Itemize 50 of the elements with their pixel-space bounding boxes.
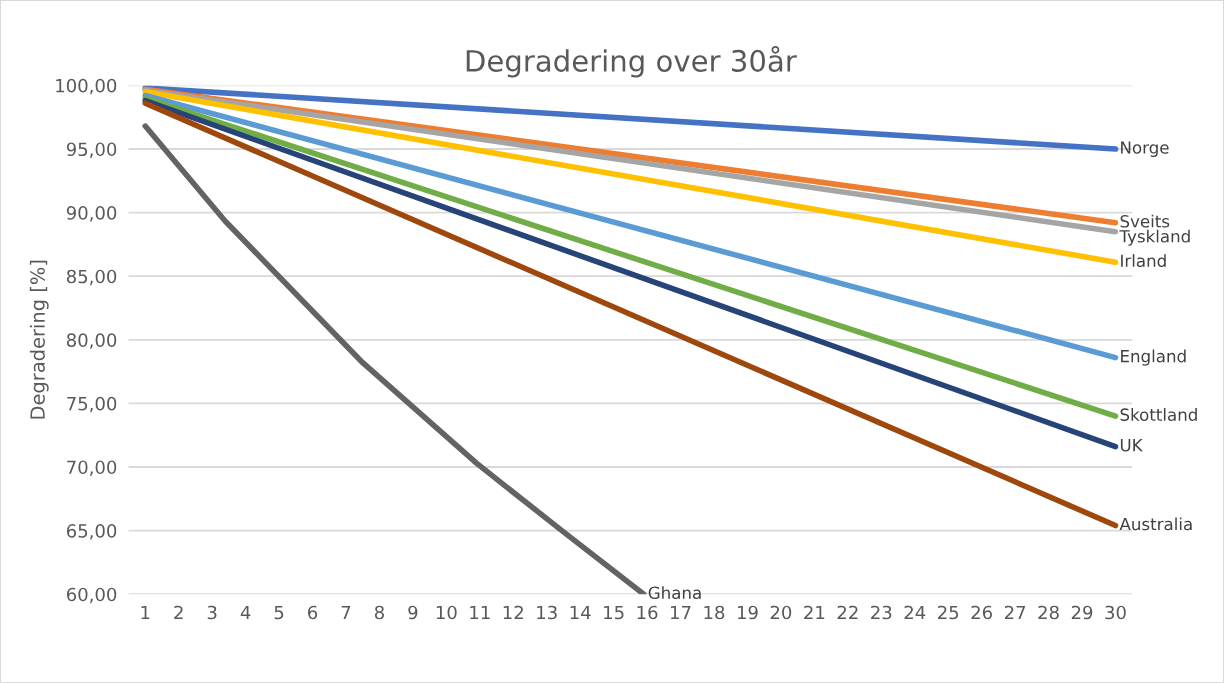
x-tick-label: 15 bbox=[604, 605, 624, 620]
x-tick-label: 19 bbox=[737, 605, 758, 620]
x-tick-label: 17 bbox=[671, 605, 691, 620]
x-tick-label: 5 bbox=[274, 605, 284, 620]
series-label: Tyskland bbox=[1119, 229, 1190, 246]
x-tick-label: 1 bbox=[141, 605, 150, 620]
x-tick-label: 21 bbox=[804, 605, 825, 620]
x-tick-label: 16 bbox=[637, 605, 658, 620]
x-tick-label: 8 bbox=[374, 605, 384, 620]
series-label: Skottland bbox=[1120, 408, 1197, 421]
x-tick-label: 10 bbox=[436, 605, 457, 620]
x-tick-label: 27 bbox=[1004, 605, 1026, 620]
y-tick-label: 85,00 bbox=[66, 269, 117, 286]
series-label: Sveits bbox=[1120, 214, 1170, 228]
y-axis-title: Degradering [%] bbox=[29, 260, 49, 419]
y-tick-label: 95,00 bbox=[66, 142, 117, 158]
y-tick-label: 75,00 bbox=[67, 396, 117, 413]
y-tick-label: 80,00 bbox=[66, 333, 117, 349]
x-tick-label: 13 bbox=[537, 605, 557, 620]
x-tick-label: 30 bbox=[1105, 605, 1126, 620]
x-tick-label: 3 bbox=[207, 605, 217, 620]
x-tick-label: 4 bbox=[240, 605, 251, 620]
x-tick-label: 7 bbox=[341, 605, 351, 620]
x-tick-label: 22 bbox=[837, 605, 858, 620]
x-tick-label: 6 bbox=[308, 605, 318, 620]
x-tick-label: 26 bbox=[971, 605, 992, 620]
series-label: Irland bbox=[1121, 254, 1166, 268]
x-tick-label: 14 bbox=[570, 605, 591, 620]
series-label: Ghana bbox=[648, 586, 701, 600]
y-tick-label: 60,00 bbox=[66, 587, 117, 604]
x-tick-label: 25 bbox=[938, 605, 959, 620]
x-tick-label: 18 bbox=[704, 605, 725, 620]
x-tick-label: 2 bbox=[174, 605, 183, 620]
x-tick-label: 28 bbox=[1038, 605, 1059, 620]
x-tick-label: 20 bbox=[770, 605, 792, 620]
series-label: England bbox=[1121, 349, 1186, 366]
x-tick-label: 9 bbox=[408, 605, 418, 620]
x-tick-label: 23 bbox=[871, 605, 892, 620]
chart-title: Degradering over 30år bbox=[466, 45, 797, 78]
y-tick-label: 90,00 bbox=[66, 206, 117, 222]
y-tick-label: 65,00 bbox=[66, 524, 117, 540]
x-tick-label: 24 bbox=[904, 605, 926, 620]
series-label: UK bbox=[1120, 439, 1143, 452]
x-tick-label: 12 bbox=[503, 605, 523, 620]
series-label: Australia bbox=[1119, 517, 1192, 531]
x-tick-label: 11 bbox=[470, 605, 490, 620]
series-label: Norge bbox=[1121, 141, 1169, 158]
y-tick-label: 100,00 bbox=[56, 78, 117, 95]
x-tick-label: 29 bbox=[1071, 605, 1093, 620]
y-tick-label: 70,00 bbox=[67, 460, 117, 476]
